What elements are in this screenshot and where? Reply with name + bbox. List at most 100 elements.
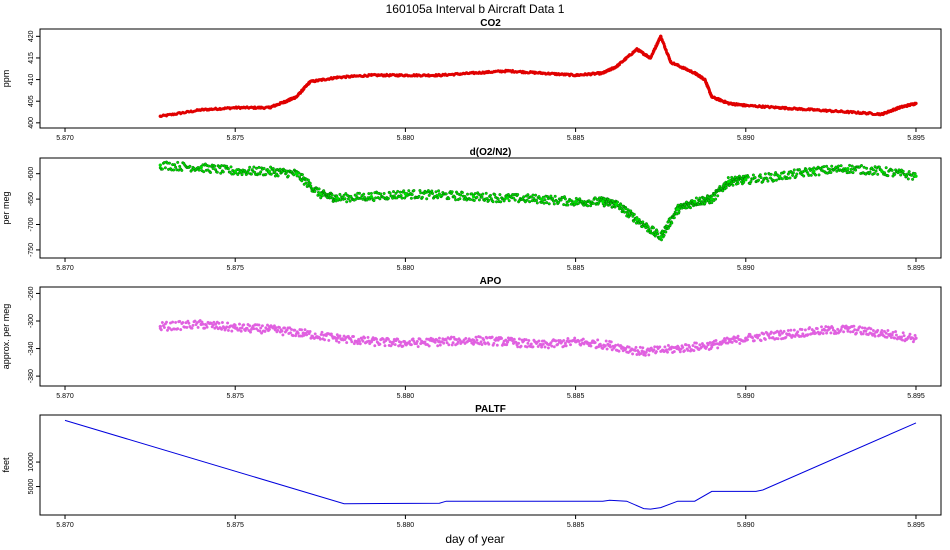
data-point xyxy=(698,196,702,200)
y-tick-label: -700 xyxy=(28,217,35,231)
data-point xyxy=(233,323,237,327)
data-point xyxy=(900,338,904,342)
data-point xyxy=(455,338,459,342)
data-point xyxy=(158,114,163,119)
data-point xyxy=(788,176,792,180)
data-point xyxy=(860,163,864,167)
data-point xyxy=(205,325,209,329)
data-point xyxy=(603,344,607,348)
y-tick-label: -260 xyxy=(28,286,35,300)
data-point xyxy=(753,176,757,180)
data-point xyxy=(825,164,829,168)
data-point xyxy=(420,195,424,199)
data-point xyxy=(914,336,918,340)
data-point xyxy=(226,321,230,325)
data-point xyxy=(723,338,727,342)
data-point xyxy=(320,330,324,334)
data-point xyxy=(505,340,510,344)
data-point xyxy=(710,95,714,99)
data-point xyxy=(703,77,707,82)
data-point xyxy=(335,339,339,343)
data-point xyxy=(492,341,496,345)
data-point xyxy=(162,326,166,330)
data-point xyxy=(724,186,728,190)
data-point xyxy=(296,331,300,335)
data-point xyxy=(167,161,171,165)
data-point xyxy=(343,197,347,201)
data-point xyxy=(786,329,790,333)
data-point xyxy=(864,329,868,333)
data-point xyxy=(264,172,268,176)
x-tick-label: 5.885 xyxy=(567,135,585,142)
data-point xyxy=(812,166,816,170)
data-point xyxy=(635,217,639,222)
data-point xyxy=(835,169,839,173)
data-point xyxy=(863,326,867,330)
x-tick-label: 5.870 xyxy=(56,135,74,142)
data-point xyxy=(554,339,558,343)
data-point xyxy=(556,342,560,346)
data-point xyxy=(335,336,339,340)
data-point xyxy=(812,169,816,173)
data-point xyxy=(873,334,877,338)
data-point xyxy=(369,340,374,344)
data-point xyxy=(694,196,698,200)
data-point xyxy=(468,197,472,201)
x-tick-label: 5.870 xyxy=(56,522,74,529)
data-point xyxy=(607,343,612,347)
data-point xyxy=(415,339,419,343)
data-point xyxy=(573,336,577,340)
data-point xyxy=(262,166,266,170)
data-point xyxy=(474,335,478,339)
data-point xyxy=(865,166,869,170)
data-point xyxy=(217,321,221,325)
data-point xyxy=(220,321,224,325)
data-point xyxy=(319,196,323,200)
data-point xyxy=(362,192,366,196)
data-point xyxy=(180,168,184,172)
data-point xyxy=(716,194,720,198)
data-point xyxy=(874,169,878,173)
data-point xyxy=(230,329,234,333)
data-point xyxy=(869,327,873,331)
data-point xyxy=(237,322,241,326)
data-point xyxy=(885,335,889,339)
data-point xyxy=(654,350,658,354)
data-point xyxy=(902,334,906,338)
data-point xyxy=(454,198,458,202)
data-point xyxy=(480,343,484,347)
data-point xyxy=(178,319,182,323)
data-point xyxy=(830,164,834,168)
data-point xyxy=(280,329,284,333)
data-point xyxy=(641,346,645,350)
data-point xyxy=(346,197,350,201)
data-point xyxy=(852,324,856,328)
data-point xyxy=(698,343,702,347)
data-point xyxy=(797,168,801,172)
data-point xyxy=(823,328,827,332)
data-point xyxy=(573,199,578,204)
data-point xyxy=(531,345,535,349)
data-point xyxy=(901,169,905,173)
data-point xyxy=(449,335,453,339)
data-point xyxy=(800,328,804,332)
data-point xyxy=(260,324,264,328)
data-point xyxy=(828,168,832,172)
data-point xyxy=(763,172,767,176)
data-point xyxy=(802,174,806,178)
data-point xyxy=(383,344,387,348)
data-point xyxy=(908,332,912,336)
data-point xyxy=(850,164,854,168)
x-tick-label: 5.895 xyxy=(907,135,925,142)
data-point xyxy=(433,340,437,344)
data-point xyxy=(551,196,555,200)
data-point xyxy=(530,199,534,203)
data-point xyxy=(744,103,748,108)
data-point xyxy=(808,326,812,330)
data-point xyxy=(897,105,901,110)
data-point xyxy=(880,329,884,333)
x-tick-label: 5.870 xyxy=(56,265,74,272)
data-point xyxy=(746,175,750,179)
data-point xyxy=(806,333,810,337)
